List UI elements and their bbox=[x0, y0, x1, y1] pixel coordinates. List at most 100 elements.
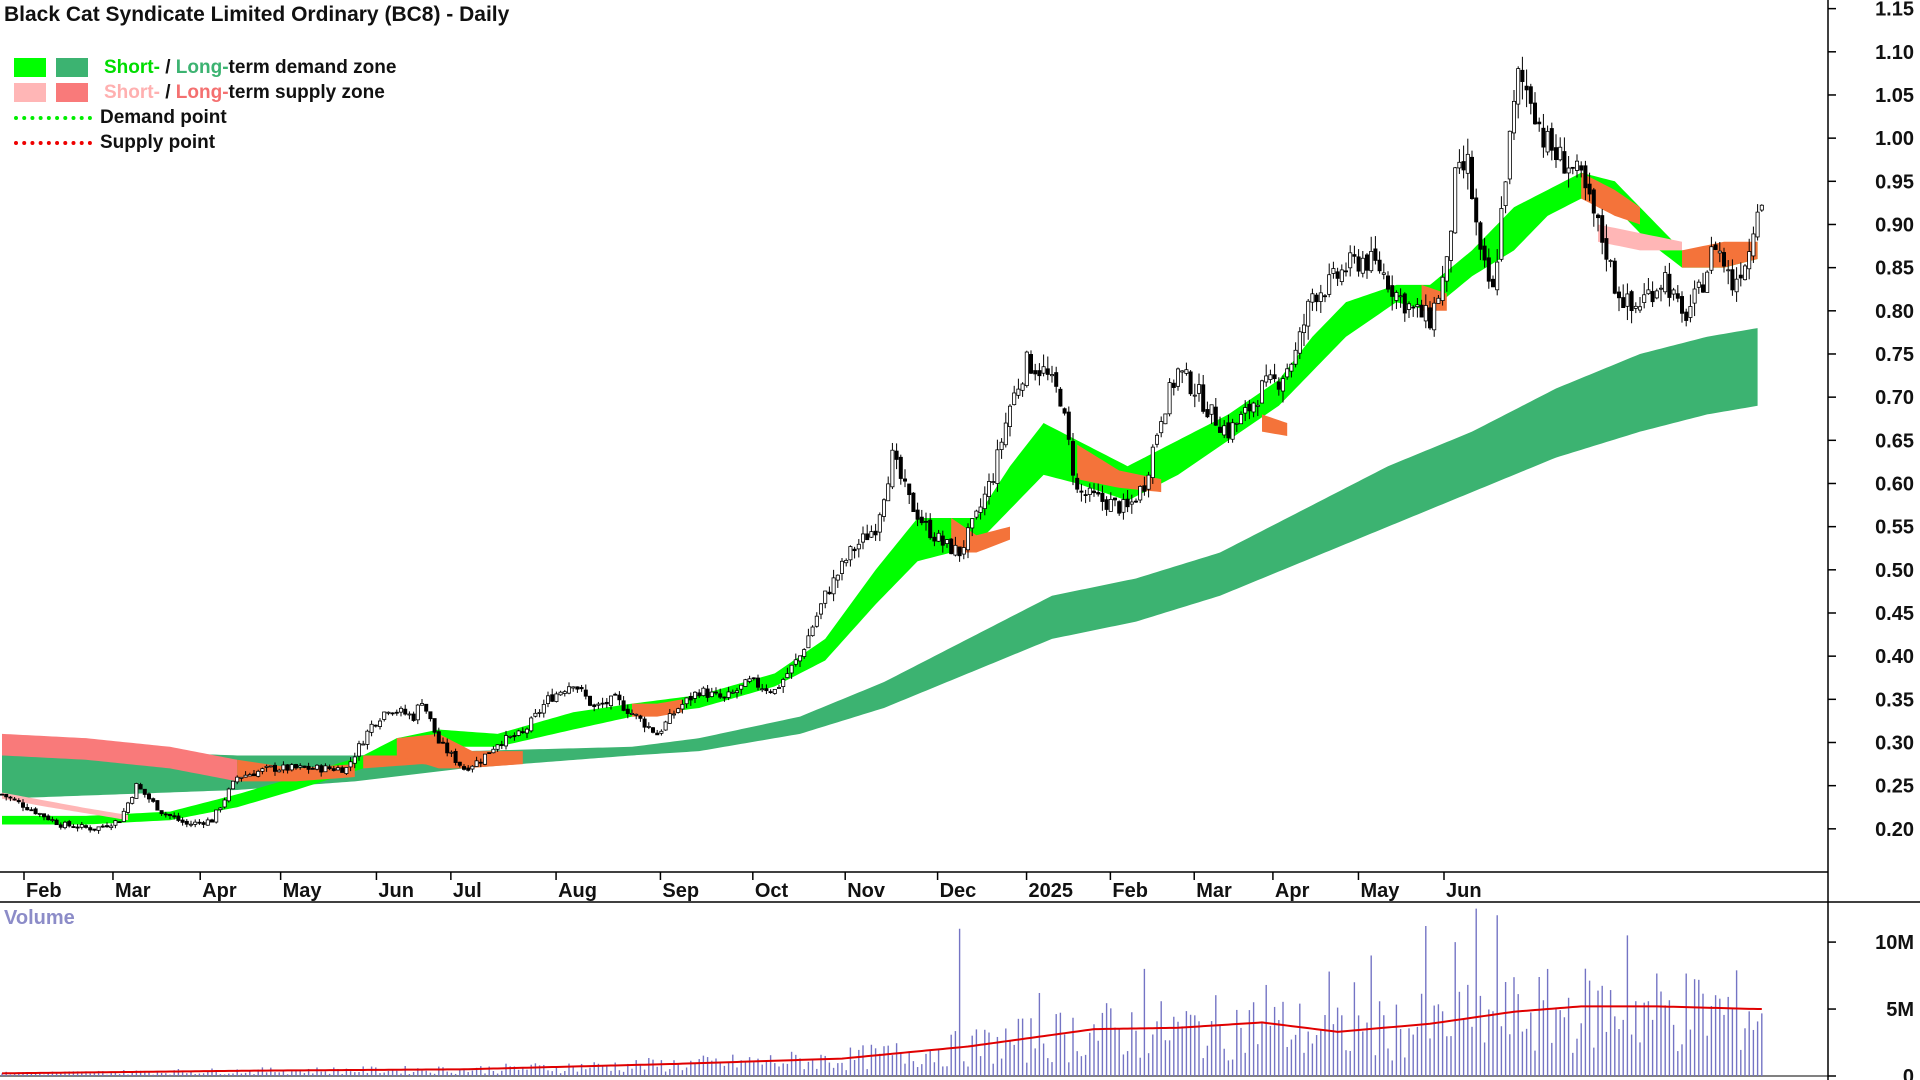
candle-body bbox=[1339, 269, 1344, 283]
candle-body bbox=[974, 510, 979, 518]
candle bbox=[1432, 296, 1437, 337]
candle bbox=[873, 523, 878, 541]
candle bbox=[991, 473, 996, 486]
candle bbox=[1751, 226, 1756, 263]
candle-body bbox=[676, 708, 681, 713]
candle bbox=[310, 766, 315, 770]
legend-supply-point: Supply point bbox=[14, 130, 396, 155]
candle bbox=[987, 473, 992, 505]
candle-body bbox=[928, 519, 933, 539]
candle-body bbox=[991, 481, 996, 483]
candle-body bbox=[1108, 498, 1113, 512]
date-tick-label: Mar bbox=[1196, 880, 1232, 902]
candle bbox=[42, 813, 47, 821]
volume-axis: 10M 5M 0 bbox=[1828, 932, 1914, 1080]
candle bbox=[29, 807, 34, 812]
candle-body bbox=[873, 530, 878, 536]
candle bbox=[705, 685, 710, 702]
legend-short-text: Short- bbox=[104, 81, 160, 103]
candle bbox=[138, 782, 143, 790]
candle bbox=[12, 796, 17, 801]
candle bbox=[1003, 412, 1008, 448]
candle bbox=[1743, 264, 1748, 281]
candle bbox=[134, 782, 139, 799]
price-tick-label: 0.85 bbox=[1875, 258, 1914, 280]
candle bbox=[188, 820, 193, 828]
candle bbox=[1045, 356, 1050, 381]
candle-body bbox=[1654, 290, 1659, 299]
candle bbox=[1339, 264, 1344, 286]
candle bbox=[957, 546, 962, 562]
price-tick-label: 1.05 bbox=[1875, 85, 1914, 107]
candle bbox=[1272, 363, 1277, 383]
candle bbox=[151, 797, 156, 803]
candle-body bbox=[760, 688, 765, 691]
legend-supply-zone: Short- / Long-term supply zone bbox=[14, 80, 396, 105]
candle bbox=[1075, 473, 1080, 493]
candle bbox=[1717, 241, 1722, 263]
candle-body bbox=[1050, 374, 1055, 377]
candle-body bbox=[230, 780, 235, 790]
candle bbox=[428, 711, 433, 722]
candle-body bbox=[722, 696, 727, 699]
candle bbox=[1461, 145, 1466, 179]
candle-body bbox=[419, 703, 424, 706]
legend-demand-point: Demand point bbox=[14, 105, 396, 130]
candle-body bbox=[1638, 306, 1643, 311]
candle bbox=[1562, 137, 1567, 174]
candle-body bbox=[743, 679, 748, 687]
candle bbox=[949, 538, 954, 555]
price-tick-label: 0.80 bbox=[1875, 301, 1914, 323]
candle bbox=[592, 703, 597, 712]
candle-body bbox=[600, 702, 605, 705]
candle bbox=[735, 687, 740, 699]
candle-body bbox=[1579, 165, 1584, 171]
candle-body bbox=[403, 708, 408, 715]
candle-body bbox=[138, 784, 143, 790]
candle-body bbox=[1003, 422, 1008, 446]
candle bbox=[432, 718, 437, 737]
date-tick-label: Oct bbox=[755, 880, 789, 902]
candle-body bbox=[1470, 156, 1475, 200]
candle-body bbox=[609, 695, 614, 707]
chart-title: Black Cat Syndicate Limited Ordinary (BC… bbox=[4, 3, 510, 26]
candle-body bbox=[1751, 233, 1756, 257]
candle-body bbox=[781, 679, 786, 687]
candle-body bbox=[579, 687, 584, 690]
candle bbox=[1226, 414, 1231, 444]
candle-body bbox=[1436, 297, 1441, 304]
candle bbox=[1474, 188, 1479, 236]
candle bbox=[1108, 492, 1113, 512]
candle-body bbox=[1327, 274, 1332, 295]
candle bbox=[621, 696, 626, 712]
candle bbox=[1633, 302, 1638, 314]
candle bbox=[1499, 196, 1504, 262]
candle bbox=[856, 539, 861, 558]
candle-body bbox=[1625, 293, 1630, 307]
zone-overlap bbox=[396, 733, 473, 769]
candle-body bbox=[466, 767, 471, 771]
candle-body bbox=[12, 798, 17, 801]
candle-body bbox=[537, 712, 542, 714]
candle-body bbox=[1293, 349, 1298, 365]
candle-body bbox=[386, 711, 391, 714]
candle bbox=[982, 486, 987, 516]
candle-body bbox=[470, 765, 475, 770]
candle-body bbox=[663, 721, 668, 731]
candle-body bbox=[714, 691, 719, 694]
candle-body bbox=[1310, 293, 1315, 303]
candle bbox=[508, 735, 513, 739]
candle-body bbox=[1335, 271, 1340, 279]
candle-body bbox=[1747, 251, 1752, 270]
candle-body bbox=[1696, 281, 1701, 288]
candle-body bbox=[163, 813, 168, 816]
candle-body bbox=[680, 704, 685, 710]
volume-moving-average bbox=[1, 1005, 1762, 1075]
candle bbox=[268, 765, 273, 768]
candle bbox=[747, 675, 752, 684]
candle bbox=[680, 699, 685, 714]
candle bbox=[1268, 369, 1273, 384]
candle-body bbox=[1495, 261, 1500, 291]
candle bbox=[869, 525, 874, 538]
candle bbox=[722, 696, 727, 702]
